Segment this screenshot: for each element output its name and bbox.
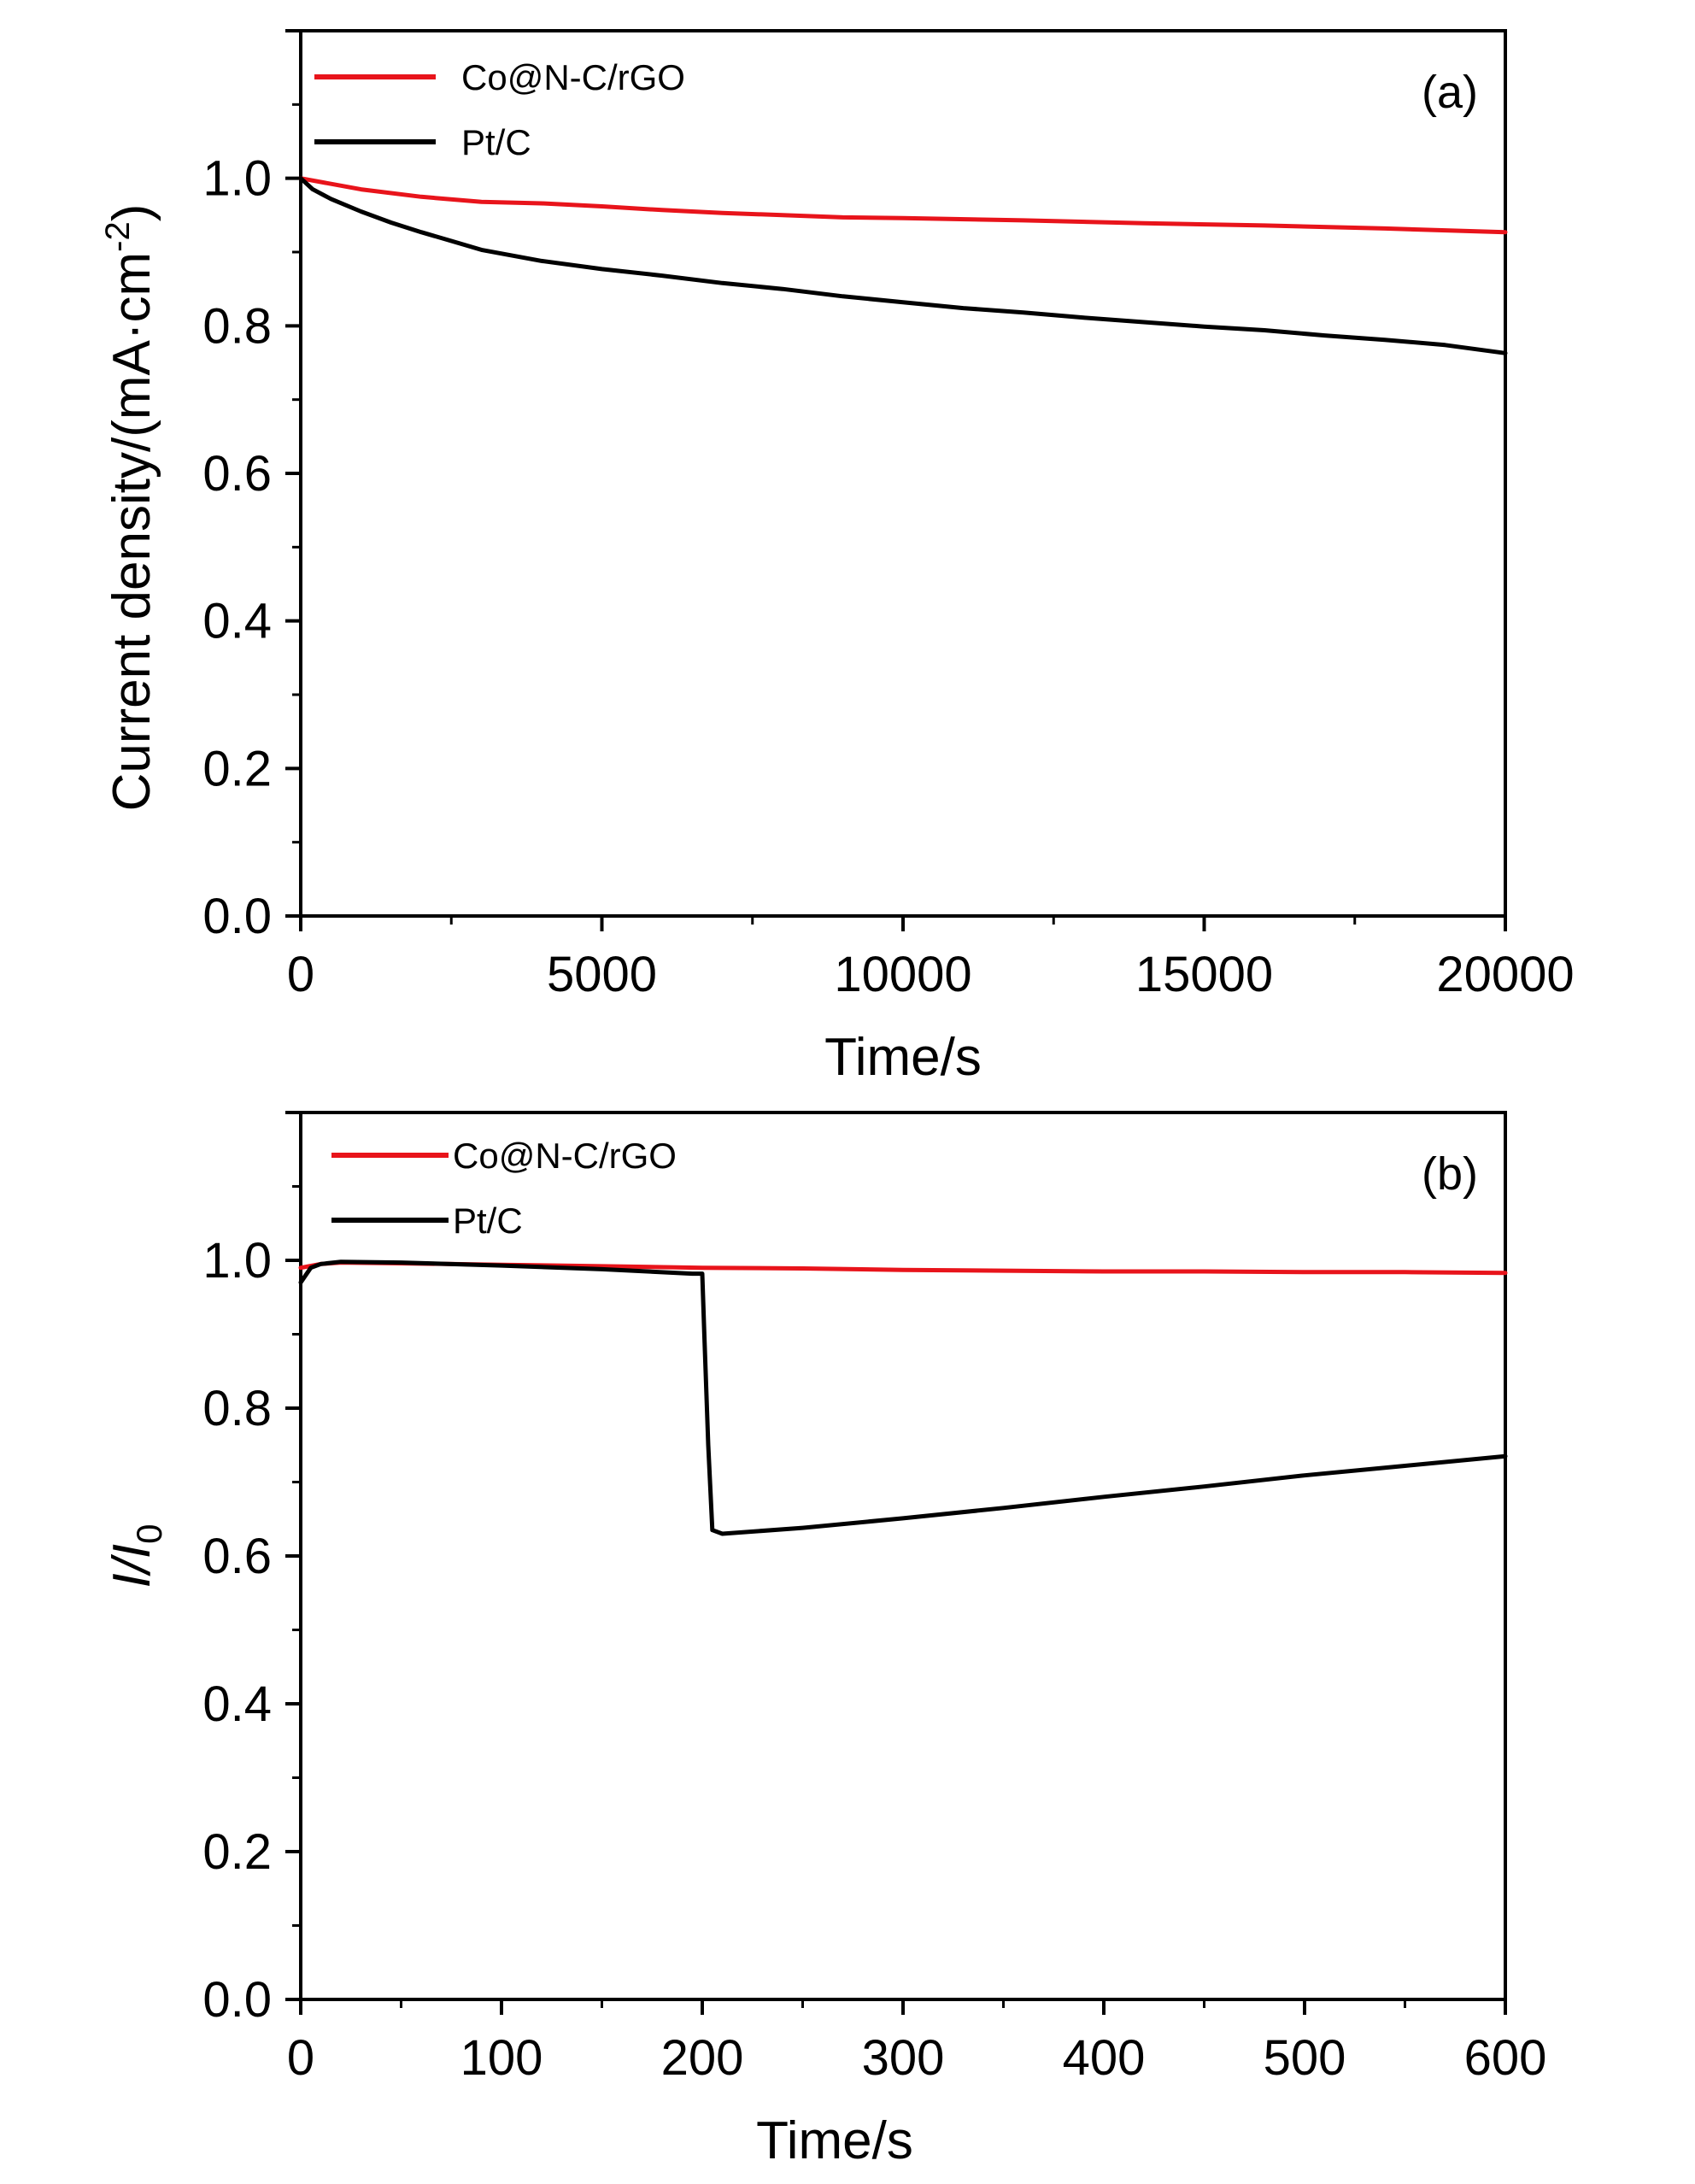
y-tick-label: 0.0 <box>202 889 272 944</box>
axis-ticks: 0 5000 10000 15000 20000 0.0 0.2 0.4 0.6 0.8 1.0 <box>202 29 1575 1002</box>
y-axis-label-main: Current density/(mA·cm <box>103 252 161 812</box>
y-tick-label: 0.4 <box>202 594 272 649</box>
x-tick-label: 100 <box>460 2030 543 2086</box>
x-tick-label: 5000 <box>547 947 657 1002</box>
x-tick-label: 300 <box>862 2030 945 2086</box>
y-tick-label: 0.8 <box>202 298 272 354</box>
y-tick-label: 0.6 <box>202 446 272 502</box>
panel-b: 0 100 200 300 400 500 600 0.0 0.2 0.4 0.6 0.8 1.0 (b… <box>103 1111 1547 2170</box>
x-axis-label: Time/s <box>824 1028 982 1087</box>
y-tick-label: 0.2 <box>202 1824 272 1880</box>
y-axis-label-close: ) <box>103 204 161 222</box>
y-axis-label: Current density/(mA·cm-2) <box>99 204 161 812</box>
legend-label: Co@N-C/rGO <box>453 1136 677 1176</box>
x-tick-label: 0 <box>287 2030 314 2086</box>
x-axis-label: Time/s <box>756 2111 913 2170</box>
x-tick-label: 0 <box>287 947 314 1002</box>
series-group <box>298 176 1508 355</box>
legend-label: Co@N-C/rGO <box>461 57 685 97</box>
x-tick-label: 400 <box>1063 2030 1146 2086</box>
legend-label: Pt/C <box>461 122 531 162</box>
series-line-pt-c <box>298 1259 1508 1536</box>
series-line-co-n-c-rgo <box>298 176 1508 235</box>
panel-label: (a) <box>1422 67 1478 118</box>
axis-ticks: 0 100 200 300 400 500 600 0.0 0.2 0.4 0.6 0.8 1.0 <box>202 1111 1547 2086</box>
plot-frame <box>299 29 1507 918</box>
y-tick-label: 0.6 <box>202 1529 272 1584</box>
y-tick-label: 0.0 <box>202 1972 272 2028</box>
y-axis-label-main: I/I <box>103 1544 161 1588</box>
y-axis-label: I/I0 <box>103 1524 169 1588</box>
series-line-pt-c <box>298 176 1508 355</box>
legend: Co@N-C/rGO Pt/C <box>314 57 685 162</box>
legend-label: Pt/C <box>453 1201 523 1241</box>
x-tick-label: 15000 <box>1135 947 1273 1002</box>
x-tick-label: 500 <box>1264 2030 1346 2086</box>
legend: Co@N-C/rGO Pt/C <box>331 1136 677 1241</box>
plot-frame <box>299 1111 1507 2001</box>
panel-a: 0 5000 10000 15000 20000 0.0 0.2 0.4 0.6 0.8 1.0 (… <box>99 29 1575 1087</box>
series-group <box>298 1259 1508 1536</box>
y-axis-label-sub: 0 <box>129 1524 169 1543</box>
y-tick-label: 0.2 <box>202 741 272 796</box>
y-tick-label: 0.8 <box>202 1381 272 1436</box>
x-tick-label: 20000 <box>1436 947 1574 1002</box>
y-tick-label: 0.4 <box>202 1676 272 1732</box>
x-tick-label: 200 <box>661 2030 744 2086</box>
panel-label: (b) <box>1422 1148 1478 1200</box>
x-tick-label: 10000 <box>834 947 971 1002</box>
y-tick-label: 1.0 <box>202 151 272 207</box>
y-axis-label-sup: -2 <box>99 221 137 252</box>
x-tick-label: 600 <box>1464 2030 1547 2086</box>
y-tick-label: 1.0 <box>202 1233 272 1289</box>
